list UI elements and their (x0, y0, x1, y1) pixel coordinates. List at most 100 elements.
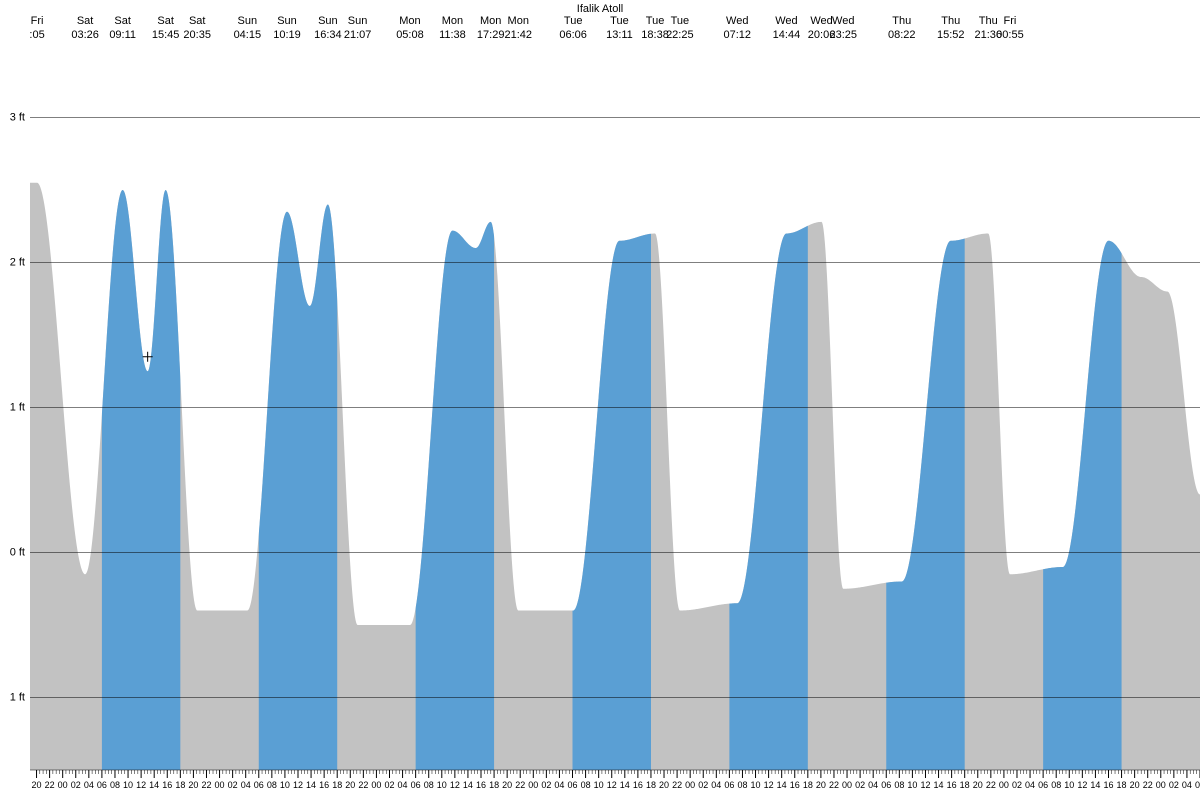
x-axis-label: 14 (777, 780, 787, 790)
x-axis-label: 04 (711, 780, 721, 790)
x-axis-label: 12 (136, 780, 146, 790)
extrema-time-label: 20:35 (183, 29, 211, 41)
x-axis-label: 16 (476, 780, 486, 790)
x-axis-label: 02 (698, 780, 708, 790)
x-axis-label: 20 (502, 780, 512, 790)
extrema-day-label: Thu (892, 15, 911, 27)
x-axis-label: 20 (659, 780, 669, 790)
x-axis-label: 08 (267, 780, 277, 790)
extrema-day-label: Mon (508, 15, 529, 27)
x-axis-label: 16 (319, 780, 329, 790)
x-axis-label: 10 (1064, 780, 1074, 790)
y-axis-label: 1 ft (10, 691, 25, 703)
x-axis-label: 20 (345, 780, 355, 790)
x-axis-label: 08 (110, 780, 120, 790)
x-axis-label: 06 (1038, 780, 1048, 790)
x-axis-label: 02 (71, 780, 81, 790)
extrema-day-label: Sat (157, 15, 174, 27)
x-axis-label: 10 (907, 780, 917, 790)
x-axis-label: 14 (934, 780, 944, 790)
extrema-day-label: Sun (318, 15, 338, 27)
extrema-time-label: 18:38 (641, 29, 669, 41)
extrema-day-label: Sun (348, 15, 368, 27)
extrema-time-label: 04:15 (234, 29, 262, 41)
extrema-time-label: 10:19 (273, 29, 301, 41)
x-axis-label: 20 (1130, 780, 1140, 790)
x-axis-label: 22 (829, 780, 839, 790)
x-axis-label: 16 (1103, 780, 1113, 790)
x-axis-label: 14 (306, 780, 316, 790)
extrema-time-label: 14:44 (773, 29, 801, 41)
extrema-time-label: 21:07 (344, 29, 372, 41)
x-axis-label: 02 (1012, 780, 1022, 790)
extrema-day-label: Tue (671, 15, 690, 27)
x-axis-label: 00 (842, 780, 852, 790)
x-axis-label: 10 (594, 780, 604, 790)
x-axis-label: 12 (764, 780, 774, 790)
x-axis-label: 12 (607, 780, 617, 790)
x-axis-label: 22 (358, 780, 368, 790)
y-axis-label: 3 ft (10, 111, 25, 123)
x-axis-label: 08 (1051, 780, 1061, 790)
extrema-day-label: Sat (189, 15, 206, 27)
x-axis-label: 06 (411, 780, 421, 790)
extrema-time-label: 23:25 (829, 29, 857, 41)
x-axis-label: 14 (1090, 780, 1100, 790)
x-axis-label: 02 (541, 780, 551, 790)
extrema-time-label: 03:26 (71, 29, 99, 41)
y-axis-label: 0 ft (10, 546, 25, 558)
x-axis-label: 10 (437, 780, 447, 790)
x-axis-label: 18 (332, 780, 342, 790)
x-axis-label: 18 (175, 780, 185, 790)
extrema-time-label: 16:34 (314, 29, 342, 41)
x-axis-label: 12 (450, 780, 460, 790)
extrema-time-label: 22:25 (666, 29, 694, 41)
extrema-time-label: 13:11 (606, 29, 633, 41)
x-axis-label: 18 (489, 780, 499, 790)
tide-chart: 1 ft0 ft1 ft2 ft3 ft20220002040608101214… (0, 0, 1200, 800)
extrema-time-label: 15:45 (152, 29, 180, 41)
x-axis-label: 00 (999, 780, 1009, 790)
extrema-day-label: Wed (810, 15, 832, 27)
x-axis-label: 16 (162, 780, 172, 790)
extrema-day-label: Wed (775, 15, 797, 27)
x-axis-label: 00 (685, 780, 695, 790)
x-axis-label: 12 (920, 780, 930, 790)
extrema-time-label: 07:12 (723, 29, 751, 41)
x-axis-label: 18 (646, 780, 656, 790)
x-axis-label: 16 (790, 780, 800, 790)
extrema-day-label: Wed (726, 15, 748, 27)
extrema-day-label: Sun (277, 15, 297, 27)
x-axis-label: 14 (463, 780, 473, 790)
x-axis-label: 02 (1169, 780, 1179, 790)
x-axis-label: 06 (881, 780, 891, 790)
x-axis-label: 14 (620, 780, 630, 790)
extrema-day-label: Thu (979, 15, 998, 27)
x-axis-label: 18 (960, 780, 970, 790)
x-axis-label: 08 (424, 780, 434, 790)
x-axis-label: 12 (293, 780, 303, 790)
x-axis-label: 20 (973, 780, 983, 790)
tide-chart-svg: 1 ft0 ft1 ft2 ft3 ft20220002040608101214… (0, 0, 1200, 800)
x-axis-label: 18 (803, 780, 813, 790)
x-axis-label: 04 (84, 780, 94, 790)
extrema-day-label: Mon (480, 15, 501, 27)
x-axis-label: 10 (123, 780, 133, 790)
x-axis-label: 22 (986, 780, 996, 790)
extrema-time-label: 11:38 (439, 29, 466, 41)
x-axis-label: 12 (1077, 780, 1087, 790)
y-axis-label: 1 ft (10, 401, 25, 413)
x-axis-label: 08 (737, 780, 747, 790)
x-axis-label: 06 (254, 780, 264, 790)
extrema-time-label: 06:06 (559, 29, 587, 41)
x-axis-label: 00 (215, 780, 225, 790)
extrema-day-label: Thu (941, 15, 960, 27)
extrema-day-label: Fri (31, 15, 44, 27)
extrema-day-label: Mon (442, 15, 463, 27)
x-axis-label: 20 (32, 780, 42, 790)
x-axis-label: 00 (1156, 780, 1166, 790)
x-axis-label: 02 (384, 780, 394, 790)
extrema-time-label: 09:11 (109, 29, 136, 41)
x-axis-label: 02 (855, 780, 865, 790)
x-axis-label: 06 (724, 780, 734, 790)
